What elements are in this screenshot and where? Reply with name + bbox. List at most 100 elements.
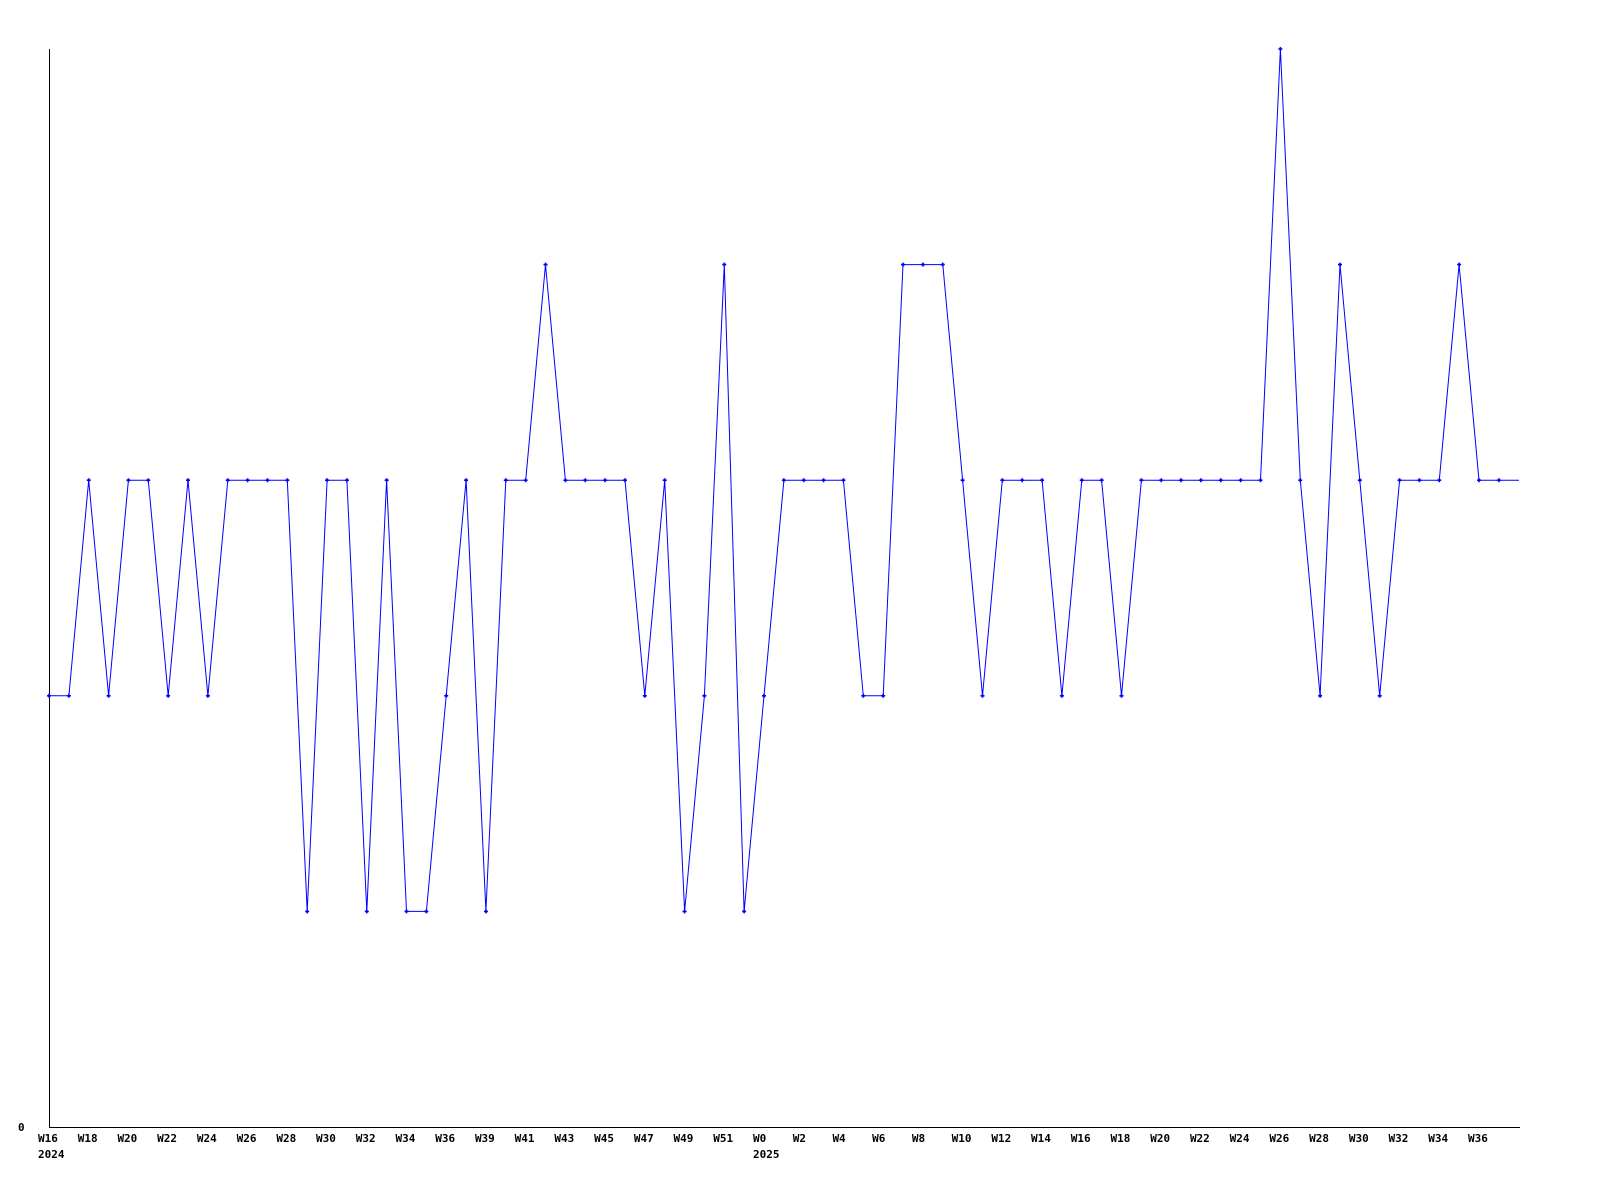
x-tick-label: W36: [435, 1132, 455, 1145]
data-point: [1278, 47, 1283, 51]
data-point: [325, 478, 330, 483]
x-tick-label: W20: [1150, 1132, 1170, 1145]
data-point: [702, 693, 707, 698]
data-point: [1258, 478, 1263, 483]
data-point: [543, 262, 548, 267]
data-point: [364, 909, 369, 914]
data-point: [483, 909, 488, 914]
data-point: [1179, 478, 1184, 483]
data-point: [166, 693, 171, 698]
data-point: [920, 262, 925, 267]
data-point: [980, 693, 985, 698]
year-label: 2025: [753, 1148, 780, 1161]
x-tick-label: W22: [1190, 1132, 1210, 1145]
data-point: [583, 478, 588, 483]
x-tick-label: W43: [554, 1132, 574, 1145]
data-point: [563, 478, 568, 483]
data-point: [265, 478, 270, 483]
data-point: [47, 693, 51, 698]
x-tick-label: W6: [872, 1132, 886, 1145]
data-point: [801, 478, 806, 483]
data-point: [742, 909, 747, 914]
data-point: [1139, 478, 1144, 483]
x-tick-label: W36: [1468, 1132, 1488, 1145]
x-tick-label: W34: [1428, 1132, 1448, 1145]
data-point: [225, 478, 230, 483]
data-point: [126, 478, 131, 483]
x-tick-label: W12: [991, 1132, 1011, 1145]
data-point: [901, 262, 906, 267]
data-point: [1377, 693, 1382, 698]
x-tick-label: W16: [38, 1132, 58, 1145]
data-point: [1198, 478, 1203, 483]
x-tick-label: W24: [1230, 1132, 1250, 1145]
x-tick-label: W20: [117, 1132, 137, 1145]
data-point: [424, 909, 429, 914]
data-point: [1496, 478, 1501, 483]
x-tick-label: W39: [475, 1132, 495, 1145]
x-tick-label: W16: [1071, 1132, 1091, 1145]
data-point: [344, 478, 349, 483]
data-point: [940, 262, 945, 267]
data-point: [66, 693, 71, 698]
data-point: [404, 909, 409, 914]
data-point: [86, 478, 91, 483]
data-point: [146, 478, 151, 483]
data-point: [1417, 478, 1422, 483]
x-tick-label: W8: [912, 1132, 925, 1145]
data-point: [1000, 478, 1005, 483]
data-point: [1357, 478, 1362, 483]
data-point: [285, 478, 290, 483]
data-point: [881, 693, 886, 698]
x-tick-label: W30: [1349, 1132, 1369, 1145]
data-point: [444, 693, 449, 698]
data-point: [1020, 478, 1025, 483]
data-point: [464, 478, 469, 483]
data-point: [1079, 478, 1084, 483]
data-point: [781, 478, 786, 483]
x-tick-label: W26: [237, 1132, 257, 1145]
data-point: [205, 693, 210, 698]
x-tick-label: W32: [1389, 1132, 1409, 1145]
data-point: [682, 909, 687, 914]
data-point: [1119, 693, 1124, 698]
data-point: [1397, 478, 1402, 483]
x-tick-label: W30: [316, 1132, 336, 1145]
data-point: [841, 478, 846, 483]
x-tick-label: W34: [396, 1132, 416, 1145]
data-point: [186, 478, 191, 483]
x-tick-label: W47: [634, 1132, 654, 1145]
x-tick-label: W24: [197, 1132, 217, 1145]
x-tick-label: W45: [594, 1132, 614, 1145]
data-point: [960, 478, 965, 483]
data-point: [603, 478, 608, 483]
x-tick-label: W28: [276, 1132, 296, 1145]
data-point: [1298, 478, 1303, 483]
x-tick-label: W49: [674, 1132, 694, 1145]
data-point: [642, 693, 647, 698]
data-point: [1159, 478, 1164, 483]
data-point: [1457, 262, 1462, 267]
data-point: [762, 693, 766, 698]
x-tick-label: W2: [793, 1132, 806, 1145]
x-tick-label: W22: [157, 1132, 177, 1145]
data-point: [523, 478, 528, 483]
data-point: [722, 262, 727, 267]
year-label: 2024: [38, 1148, 65, 1161]
data-point: [1238, 478, 1243, 483]
data-point: [384, 478, 389, 483]
data-point: [662, 478, 667, 483]
data-point: [1337, 262, 1342, 267]
data-point: [1059, 693, 1064, 698]
data-point: [503, 478, 508, 483]
data-point: [1218, 478, 1223, 483]
x-tick-label: W10: [952, 1132, 972, 1145]
x-tick-label: W4: [832, 1132, 846, 1145]
data-point: [1040, 478, 1045, 483]
y-tick-label: 0: [18, 1121, 25, 1134]
data-point: [106, 693, 111, 698]
data-point: [305, 909, 310, 914]
x-tick-label: W18: [1111, 1132, 1131, 1145]
x-tick-label: W0: [753, 1132, 766, 1145]
